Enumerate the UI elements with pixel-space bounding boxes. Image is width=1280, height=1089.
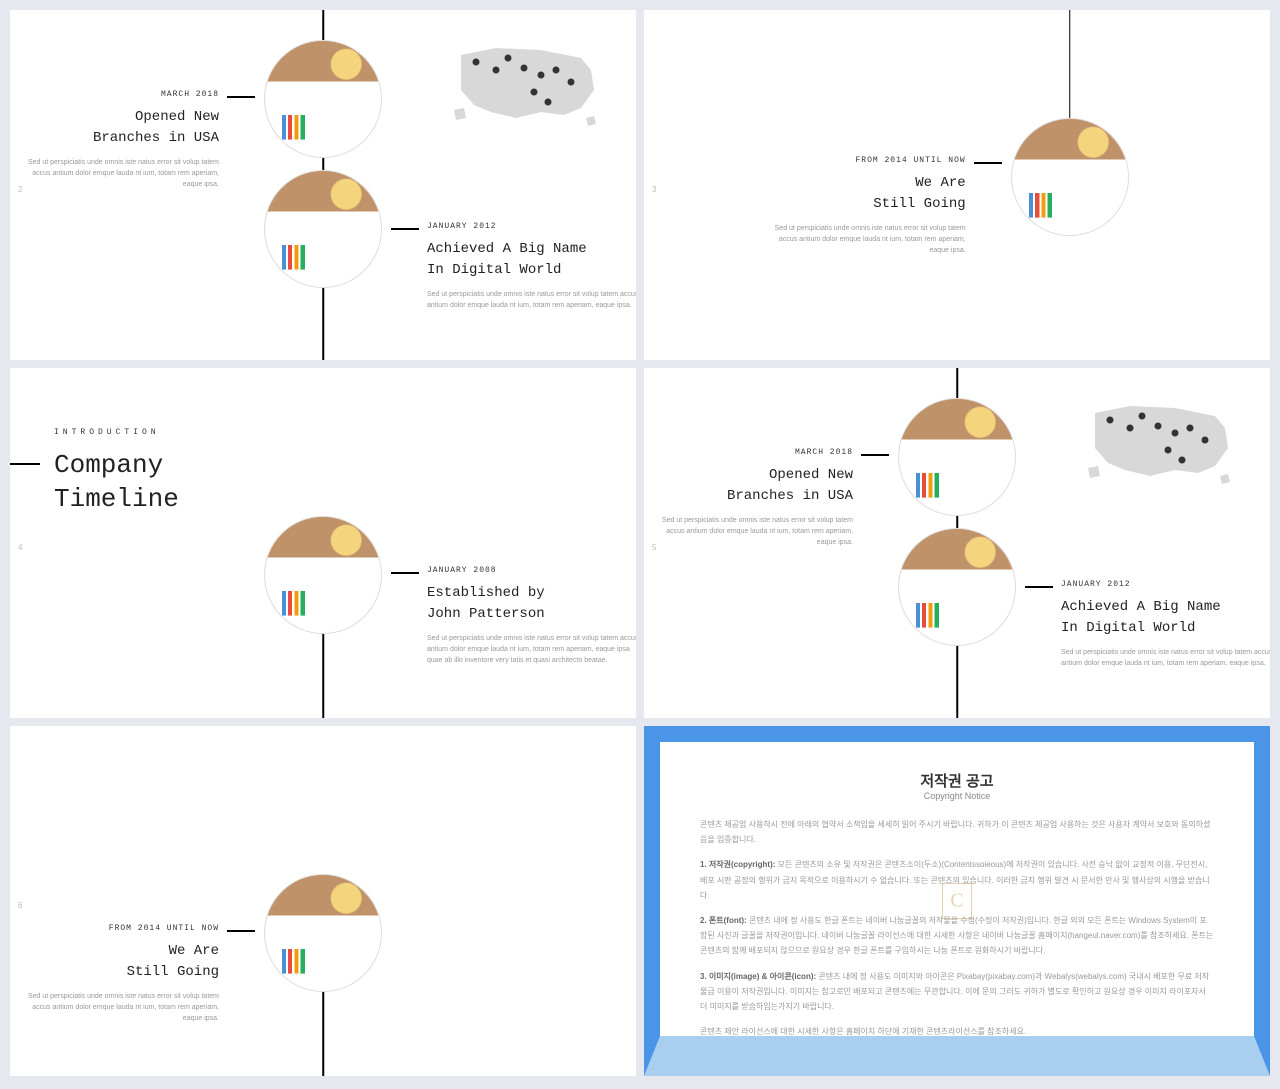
event-title: We AreStill Going bbox=[19, 941, 219, 983]
event-body: Sed ut perspiciatis unde omnis iste natu… bbox=[1061, 647, 1270, 669]
event-title: We AreStill Going bbox=[766, 173, 966, 215]
event-body: Sed ut perspiciatis unde omnis iste natu… bbox=[766, 223, 966, 257]
notice-subtitle: Copyright Notice bbox=[700, 791, 1214, 801]
event-title: Achieved A Big NameIn Digital World bbox=[1061, 597, 1270, 639]
slide-4: 5 MARCH 2018 Opened NewBranches in USA S… bbox=[644, 368, 1270, 718]
notice-title: 저작권 공고 bbox=[700, 770, 1214, 791]
event-date: JANUARY 2012 bbox=[1061, 580, 1270, 589]
intro-title: CompanyTimeline bbox=[54, 449, 179, 517]
slide-6-notice: 저작권 공고 Copyright Notice 콘텐츠 제공업 사용하시 전에 … bbox=[644, 726, 1270, 1076]
event-title: Opened NewBranches in USA bbox=[19, 107, 219, 149]
event-body: Sed ut perspiciatis unde omnis iste natu… bbox=[427, 633, 636, 667]
slide-grid: 2 MARCH 2018 Opened NewBranches in USA S… bbox=[10, 10, 1270, 1076]
usa-map bbox=[446, 40, 606, 145]
event-date: JANUARY 2012 bbox=[427, 222, 636, 231]
slide-3: 4 INTRODUCTION CompanyTimeline JANUARY 2… bbox=[10, 368, 636, 718]
event-body: Sed ut perspiciatis unde omnis iste natu… bbox=[19, 991, 219, 1025]
slide-1: 2 MARCH 2018 Opened NewBranches in USA S… bbox=[10, 10, 636, 360]
usa-map bbox=[1080, 398, 1240, 503]
slide-2: 3 FROM 2014 UNTIL NOW We AreStill Going … bbox=[644, 10, 1270, 360]
slide-number: 3 bbox=[652, 185, 656, 194]
event-date: MARCH 2018 bbox=[19, 90, 219, 99]
event-date: FROM 2014 UNTIL NOW bbox=[19, 924, 219, 933]
notice-body: 콘텐츠 제공업 사용하시 전에 아래의 협약서 소책임을 세세히 읽어 주시기 … bbox=[700, 817, 1214, 1039]
slide-number: 4 bbox=[18, 543, 22, 552]
event-date: JANUARY 2008 bbox=[427, 566, 636, 575]
event-body: Sed ut perspiciatis unde omnis iste natu… bbox=[19, 157, 219, 191]
slide-5: 6 FROM 2014 UNTIL NOW We AreStill Going … bbox=[10, 726, 636, 1076]
event-date: MARCH 2018 bbox=[653, 448, 853, 457]
event-date: FROM 2014 UNTIL NOW bbox=[766, 156, 966, 165]
event-body: Sed ut perspiciatis unde omnis iste natu… bbox=[653, 515, 853, 549]
slide-number: 6 bbox=[18, 901, 22, 910]
event-title: Achieved A Big NameIn Digital World bbox=[427, 239, 636, 281]
event-body: Sed ut perspiciatis unde omnis iste natu… bbox=[427, 289, 636, 311]
intro-label: INTRODUCTION bbox=[54, 428, 179, 437]
event-title: Opened NewBranches in USA bbox=[653, 465, 853, 507]
event-title: Established byJohn Patterson bbox=[427, 583, 636, 625]
